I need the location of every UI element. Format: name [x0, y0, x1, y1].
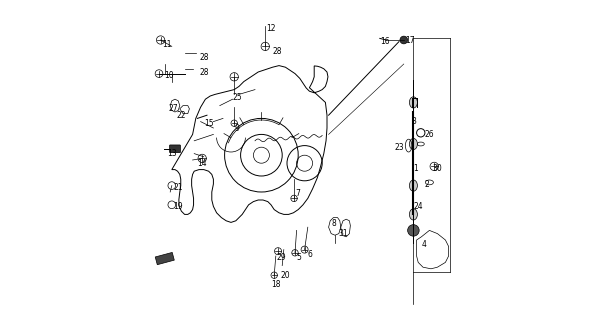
Text: 11: 11	[162, 40, 171, 49]
Text: 14: 14	[198, 159, 207, 168]
Text: 25: 25	[233, 93, 242, 102]
Text: 8: 8	[332, 220, 336, 228]
Ellipse shape	[410, 209, 418, 220]
Text: 12: 12	[266, 24, 276, 33]
Text: 10: 10	[164, 71, 173, 80]
Text: 28: 28	[199, 68, 208, 76]
Text: 9: 9	[234, 124, 239, 132]
Ellipse shape	[410, 97, 418, 108]
Text: 7: 7	[295, 189, 300, 198]
Text: 29: 29	[277, 253, 287, 262]
Text: 2: 2	[425, 180, 429, 188]
Text: 15: 15	[204, 119, 214, 128]
Text: 3: 3	[412, 117, 417, 126]
Text: 16: 16	[380, 37, 390, 46]
Circle shape	[408, 225, 419, 236]
Text: 26: 26	[425, 130, 435, 139]
Text: 24: 24	[413, 202, 423, 211]
Ellipse shape	[410, 180, 418, 191]
Text: 28: 28	[199, 53, 208, 62]
Polygon shape	[155, 252, 175, 265]
Text: 27: 27	[168, 104, 178, 113]
Text: 5: 5	[296, 253, 301, 262]
Text: 13: 13	[167, 149, 176, 158]
Ellipse shape	[410, 139, 418, 150]
Circle shape	[400, 36, 408, 44]
Text: 21: 21	[173, 183, 183, 192]
Text: 1: 1	[413, 164, 418, 172]
Text: 18: 18	[271, 280, 281, 289]
Text: 20: 20	[281, 271, 290, 280]
Text: 31: 31	[338, 229, 348, 238]
Text: 22: 22	[176, 111, 186, 120]
Text: 4: 4	[421, 240, 426, 249]
Text: 17: 17	[405, 36, 415, 44]
FancyBboxPatch shape	[170, 145, 181, 153]
Text: 19: 19	[173, 202, 183, 211]
Text: 28: 28	[273, 47, 282, 56]
Text: 23: 23	[394, 143, 404, 152]
Text: 6: 6	[307, 250, 312, 259]
Text: 30: 30	[433, 164, 442, 172]
